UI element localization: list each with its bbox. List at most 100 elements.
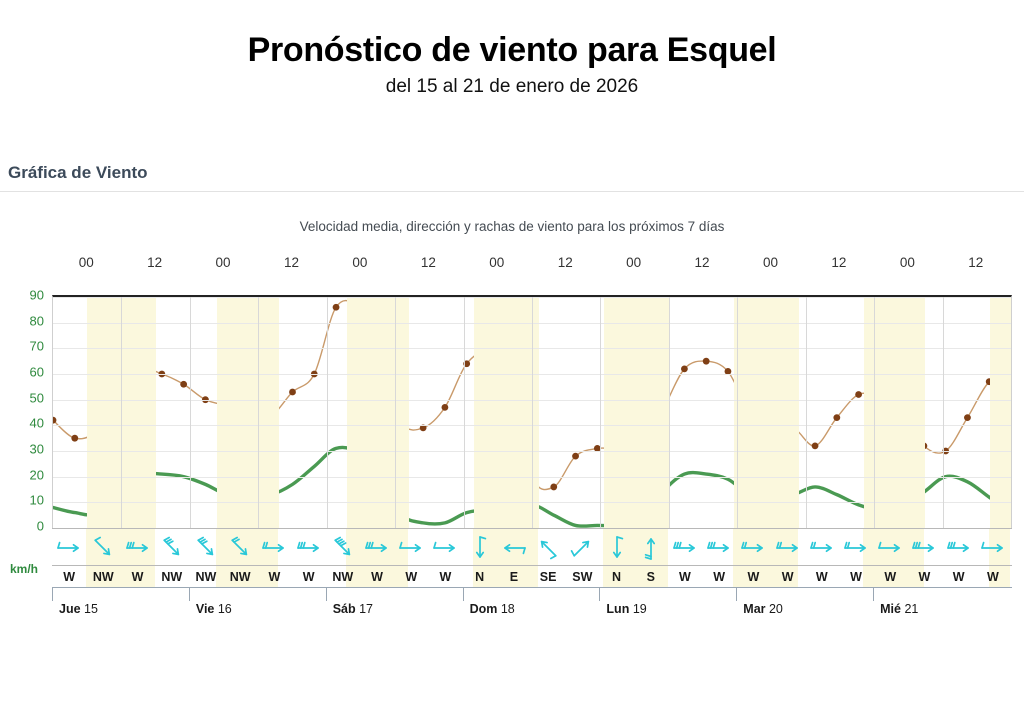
wind-barb-icon: [976, 529, 1010, 565]
day-label: Lun 19: [606, 602, 647, 616]
wind-barb-icon: [463, 529, 497, 565]
gust-data-point: [463, 360, 471, 368]
wind-barb-icon: [599, 529, 633, 565]
day-tick: [736, 588, 738, 601]
wind-direction-label: N: [475, 570, 485, 584]
y-axis-labels: 0 10 20 30 40 50 60 70 80 90: [0, 288, 48, 534]
gust-data-point: [53, 416, 57, 424]
gust-data-point: [593, 445, 601, 452]
hour-tick-label: 12: [831, 255, 847, 270]
wind-barb-icon: [907, 529, 941, 565]
wind-barb-icon: [771, 529, 805, 565]
day-tick: [188, 588, 190, 601]
wind-direction-label: NW: [92, 570, 114, 584]
wind-direction-label: NW: [332, 570, 354, 584]
hour-tick-label: 00: [899, 255, 915, 270]
gridline-vertical: [600, 297, 602, 528]
wind-direction-label: E: [509, 570, 519, 584]
wind-direction-label: N: [612, 570, 622, 584]
wind-direction-arrow-band: [52, 528, 1012, 566]
wind-barb-icon: [736, 529, 770, 565]
daylight-band: [217, 297, 279, 528]
hour-tick-label: 00: [762, 255, 779, 270]
day-tick: [873, 588, 875, 601]
day-tick: [52, 588, 53, 601]
daylight-band: [473, 297, 539, 528]
daylight-band: [602, 566, 668, 587]
hour-tick-label: 00: [489, 255, 505, 270]
gust-data-point: [833, 414, 841, 422]
wind-direction-label: W: [713, 570, 726, 584]
gridline-vertical: [737, 297, 739, 528]
wind-direction-label: W: [405, 570, 418, 584]
day-axis: Jue 15 Vie 16 Sáb 17 Dom 18 Lun 19 Mar 20 Mié …: [52, 588, 1012, 618]
wind-barb-icon: [120, 529, 154, 565]
gridline-vertical: [121, 297, 123, 528]
wind-direction-label: W: [884, 570, 897, 584]
wind-direction-label: W: [952, 570, 965, 584]
wind-barb-icon: [565, 529, 599, 565]
gridline-vertical: [463, 297, 465, 528]
daylight-band: [86, 566, 155, 587]
gust-data-point: [702, 357, 710, 365]
wind-direction-label: W: [63, 570, 75, 584]
plot-area: [52, 295, 1012, 528]
wind-direction-label: NW: [195, 570, 217, 584]
gridline-vertical: [805, 297, 807, 528]
gridline-vertical: [326, 297, 328, 528]
gust-data-point: [572, 452, 579, 460]
y-axis-tick-label: 40: [29, 415, 44, 431]
gridline-vertical: [189, 297, 191, 528]
wind-barb-icon: [223, 529, 257, 565]
gust-data-point: [855, 391, 862, 398]
wind-barb-icon: [873, 529, 907, 565]
wind-direction-label: W: [918, 570, 931, 584]
page-title: Pronóstico de viento para Esquel: [247, 31, 777, 69]
wind-direction-label: W: [986, 570, 999, 584]
day-label: Vie 16: [195, 602, 232, 616]
hour-tick-label: 12: [557, 255, 573, 270]
daylight-band: [87, 297, 156, 528]
y-axis-tick-label: 90: [29, 287, 44, 303]
day-label: Dom 18: [469, 602, 515, 616]
wind-barb-icon: [497, 529, 531, 565]
hour-tick-labels: 00 12 00 12 00 12 00 12 00 12 00 12 00 12: [0, 255, 1024, 275]
wind-barb-icon: [52, 529, 86, 565]
wind-barb-icon: [257, 529, 291, 565]
gust-data-point: [964, 414, 971, 422]
hour-tick-label: 12: [968, 255, 984, 270]
gust-data-point: [681, 365, 688, 373]
wind-direction-label: W: [815, 570, 828, 584]
gridline-vertical: [942, 297, 944, 528]
hour-tick-label: 12: [694, 255, 710, 270]
daylight-band: [216, 529, 278, 565]
gust-data-point: [811, 442, 819, 450]
gridline-vertical: [668, 297, 670, 528]
chart-subtitle: Velocidad media, dirección y rachas de v…: [299, 219, 725, 234]
daylight-band: [86, 529, 155, 565]
wind-direction-label: W: [747, 570, 760, 584]
wind-barb-icon: [702, 529, 736, 565]
daylight-band: [732, 566, 798, 587]
day-tick: [462, 588, 464, 601]
wind-barb-icon: [428, 529, 462, 565]
day-label: Mar 20: [743, 602, 783, 616]
hour-tick-label: 00: [626, 255, 642, 270]
y-axis-tick-label: 20: [29, 467, 44, 483]
wind-direction-label: W: [679, 570, 691, 584]
wind-barb-icon: [155, 529, 189, 565]
y-axis-tick-label: 10: [29, 492, 44, 508]
wind-direction-label: W: [268, 570, 281, 584]
gridline-vertical: [532, 297, 533, 528]
wind-direction-label-band: W NW W NW NW NW W W NW W W W N E SE SW N S W W W W W W W W W W: [52, 566, 1012, 588]
wind-direction-label: NW: [229, 570, 251, 584]
wind-direction-label: W: [781, 570, 794, 584]
wind-direction-label: NW: [161, 570, 183, 584]
page-subtitle: del 15 al 21 de enero de 2026: [385, 76, 639, 98]
hour-tick-label: 00: [78, 255, 94, 270]
hour-tick-label: 12: [420, 255, 436, 270]
gridline-vertical: [874, 297, 876, 528]
day-label: Sáb 17: [332, 602, 374, 616]
hour-tick-label: 12: [147, 255, 163, 270]
